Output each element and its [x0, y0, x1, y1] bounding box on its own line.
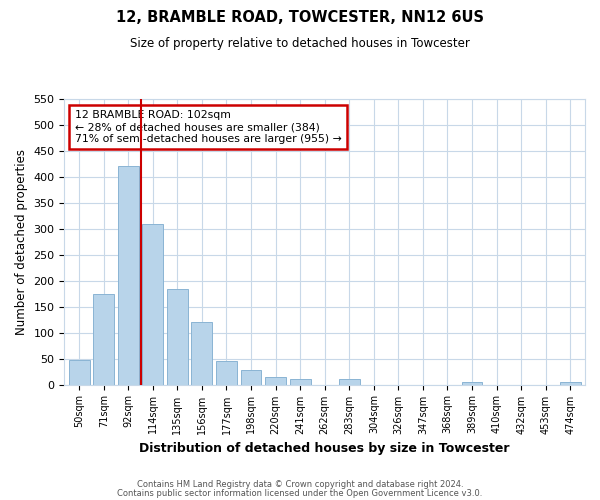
- Bar: [265, 378, 286, 384]
- Bar: [290, 380, 311, 384]
- Text: Contains HM Land Registry data © Crown copyright and database right 2024.: Contains HM Land Registry data © Crown c…: [137, 480, 463, 489]
- Bar: [461, 382, 482, 384]
- Y-axis label: Number of detached properties: Number of detached properties: [15, 149, 28, 335]
- Bar: [241, 370, 262, 384]
- Text: Size of property relative to detached houses in Towcester: Size of property relative to detached ho…: [130, 38, 470, 51]
- Bar: [167, 288, 188, 384]
- Bar: [216, 361, 237, 384]
- X-axis label: Distribution of detached houses by size in Towcester: Distribution of detached houses by size …: [139, 442, 510, 455]
- Text: 12 BRAMBLE ROAD: 102sqm
← 28% of detached houses are smaller (384)
71% of semi-d: 12 BRAMBLE ROAD: 102sqm ← 28% of detache…: [75, 110, 341, 144]
- Bar: [191, 322, 212, 384]
- Bar: [339, 379, 359, 384]
- Text: 12, BRAMBLE ROAD, TOWCESTER, NN12 6US: 12, BRAMBLE ROAD, TOWCESTER, NN12 6US: [116, 10, 484, 25]
- Bar: [93, 294, 114, 384]
- Bar: [560, 382, 581, 384]
- Bar: [142, 224, 163, 384]
- Bar: [118, 166, 139, 384]
- Text: Contains public sector information licensed under the Open Government Licence v3: Contains public sector information licen…: [118, 489, 482, 498]
- Bar: [69, 360, 89, 384]
